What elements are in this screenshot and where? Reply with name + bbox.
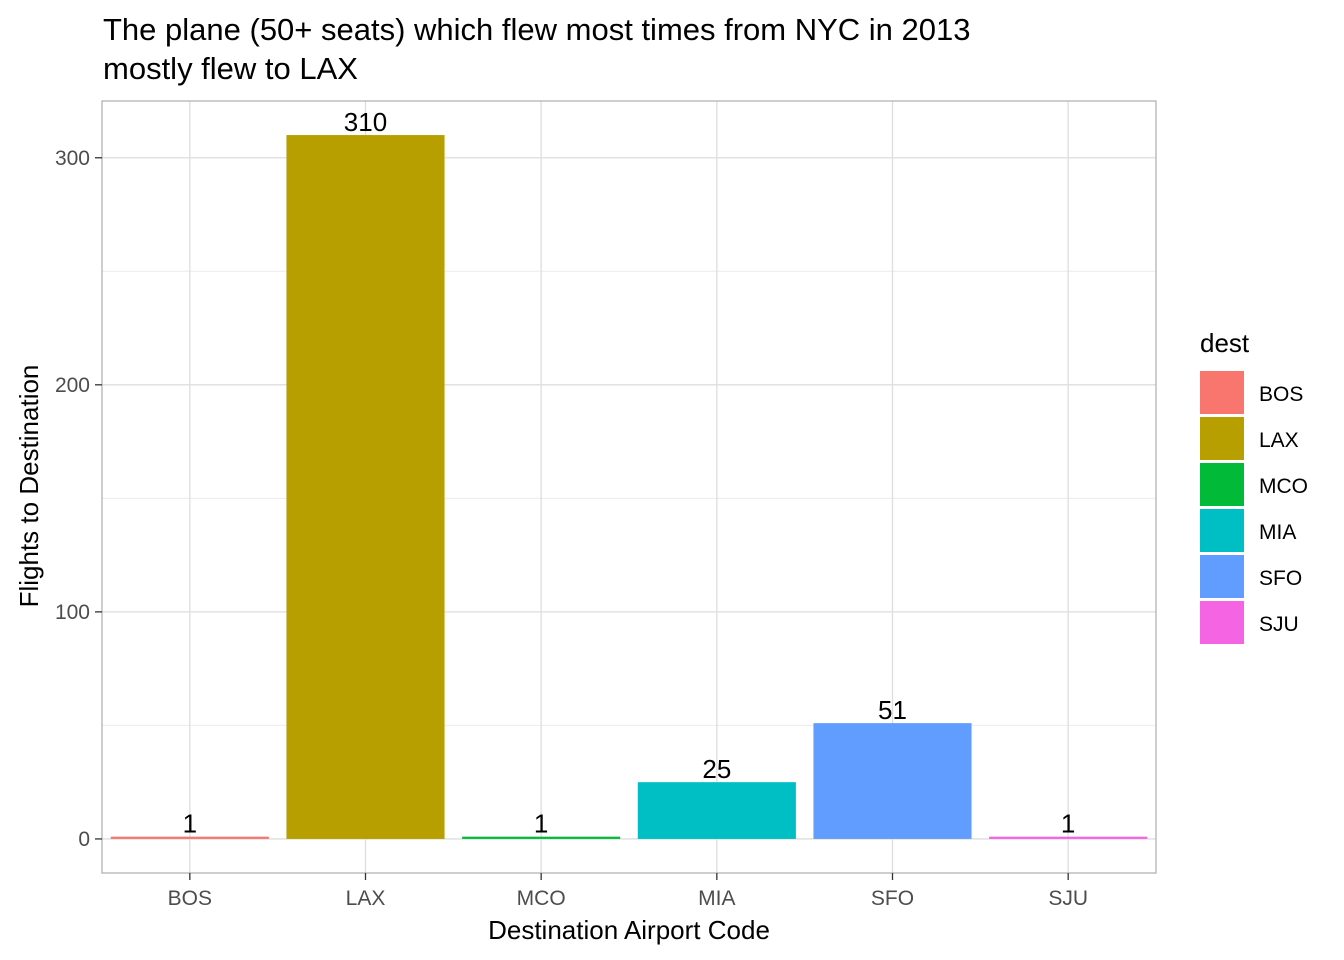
legend-key-bos <box>1200 371 1244 414</box>
legend-title: dest <box>1200 328 1250 358</box>
legend-key-lax <box>1200 417 1244 460</box>
x-tick-label-bos: BOS <box>168 887 212 910</box>
x-tick-label-mco: MCO <box>517 887 566 910</box>
y-tick-label: 100 <box>55 601 90 624</box>
legend-label-sju: SJU <box>1259 613 1299 636</box>
legend-label-lax: LAX <box>1259 429 1299 452</box>
y-tick-label: 300 <box>55 147 90 170</box>
y-axis-ticks: 0 100 200 300 <box>55 147 102 851</box>
x-tick-label-sfo: SFO <box>871 887 914 910</box>
legend-label-bos: BOS <box>1259 383 1303 406</box>
data-label-mia: 25 <box>702 754 731 784</box>
legend: dest BOS LAX MCO MIA SFO SJU <box>1200 328 1308 644</box>
x-tick-label-sju: SJU <box>1048 887 1088 910</box>
bar-sfo <box>813 723 972 839</box>
plot-panel-border <box>101 100 1157 874</box>
grid-lines <box>102 101 1156 873</box>
data-labels: 1 310 1 25 51 1 <box>183 107 1076 839</box>
chart-title-line-2: mostly flew to LAX <box>103 51 358 86</box>
y-tick-label: 0 <box>78 828 90 851</box>
x-axis-ticks: BOS LAX MCO MIA SFO SJU <box>168 873 1088 910</box>
data-label-mco: 1 <box>534 809 548 839</box>
data-label-sfo: 51 <box>878 695 907 725</box>
legend-key-mia <box>1200 509 1244 552</box>
data-label-lax: 310 <box>344 107 387 137</box>
chart-title-line-1: The plane (50+ seats) which flew most ti… <box>103 12 971 47</box>
x-tick-label-lax: LAX <box>346 887 386 910</box>
x-axis-title: Destination Airport Code <box>488 915 770 945</box>
x-tick-label-mia: MIA <box>698 887 735 910</box>
data-label-bos: 1 <box>183 809 197 839</box>
legend-key-sfo <box>1200 555 1244 598</box>
y-tick-label: 200 <box>55 374 90 397</box>
data-label-sju: 1 <box>1061 809 1075 839</box>
bar-bos <box>110 836 269 839</box>
legend-key-sju <box>1200 601 1244 644</box>
bar-lax <box>286 135 445 839</box>
legend-key-mco <box>1200 463 1244 506</box>
legend-label-sfo: SFO <box>1259 567 1302 590</box>
bar-sju <box>989 836 1148 839</box>
bar-mia <box>637 782 796 839</box>
bars <box>110 135 1148 839</box>
bar-mco <box>462 836 621 839</box>
y-axis-title: Flights to Destination <box>14 365 44 608</box>
legend-label-mco: MCO <box>1259 475 1308 498</box>
legend-label-mia: MIA <box>1259 521 1296 544</box>
